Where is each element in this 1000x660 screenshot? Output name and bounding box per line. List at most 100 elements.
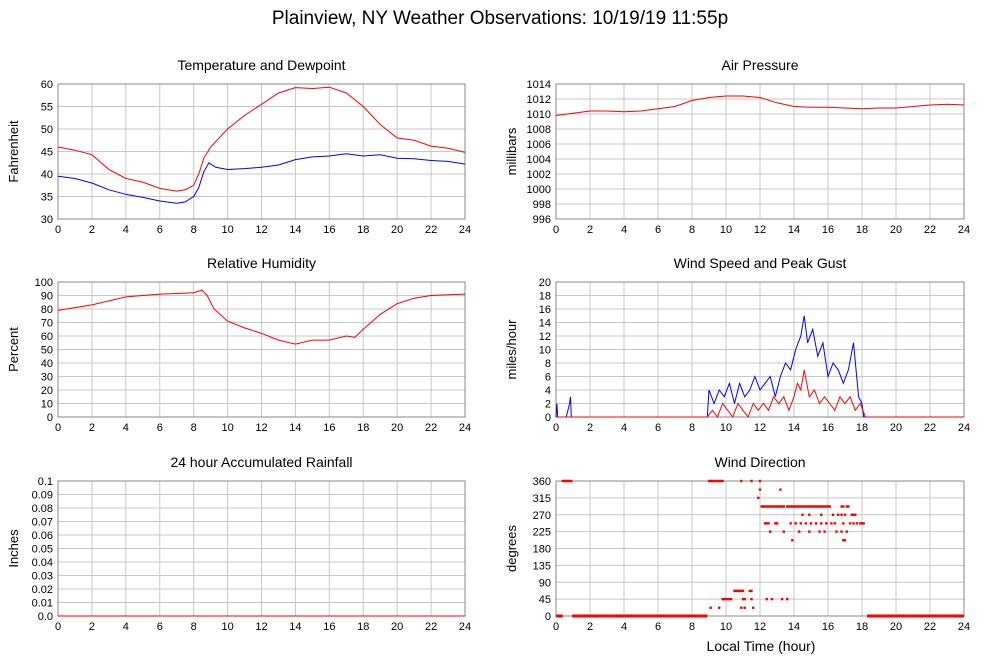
y-tick-label: 10 [539, 345, 551, 357]
x-tick-label: 22 [924, 224, 936, 236]
y-tick-label: 10 [41, 399, 53, 411]
x-tick-label: 20 [391, 621, 403, 633]
chart-title: Relative Humidity [207, 255, 316, 271]
chart-title: Wind Direction [714, 454, 805, 470]
y-axis-label: millibars [504, 127, 519, 175]
data-point [803, 505, 806, 508]
series-line [57, 86, 466, 192]
data-point [859, 522, 862, 525]
data-point [796, 505, 799, 508]
y-tick-label: 14 [539, 318, 551, 330]
y-tick-label: 996 [533, 214, 551, 226]
y-axis-label: Percent [6, 327, 21, 372]
x-tick-label: 8 [191, 621, 197, 633]
data-point [765, 522, 768, 525]
x-tick-label: 16 [323, 621, 335, 633]
data-point [808, 530, 811, 533]
data-point [724, 597, 728, 601]
data-point [711, 479, 714, 483]
data-point [723, 597, 726, 601]
plot-frame [57, 281, 466, 418]
data-point [740, 589, 743, 593]
x-tick-label: 4 [123, 422, 129, 434]
x-tick-label: 2 [89, 422, 95, 434]
data-point [823, 505, 826, 508]
x-tick-label: 12 [754, 422, 766, 434]
data-point [736, 589, 740, 593]
y-tick-label: 80 [41, 304, 53, 316]
data-point [740, 479, 743, 483]
x-tick-label: 18 [856, 422, 868, 434]
plot-frame [555, 281, 965, 418]
y-tick-label: 315 [533, 493, 551, 505]
y-tick-label: 180 [533, 544, 551, 556]
x-tick-label: 16 [822, 224, 834, 236]
y-tick-label: 998 [533, 199, 551, 211]
y-tick-label: 40 [41, 169, 53, 181]
data-point [748, 589, 751, 593]
data-point [743, 597, 746, 601]
x-tick-label: 22 [425, 621, 437, 633]
data-point [848, 522, 852, 525]
data-point [566, 479, 570, 483]
y-tick-label: 135 [533, 560, 551, 572]
x-tick-label: 8 [191, 224, 197, 236]
data-point [787, 505, 791, 508]
x-tick-label: 6 [655, 621, 661, 633]
data-point [716, 479, 719, 483]
x-tick-label: 0 [55, 621, 61, 633]
data-point [728, 597, 731, 601]
data-point [835, 530, 838, 533]
data-point [816, 505, 819, 508]
y-tick-label: 1014 [527, 79, 551, 91]
x-tick-label: 24 [958, 224, 970, 236]
y-tick-label: 30 [41, 214, 53, 226]
x-tick-label: 12 [255, 224, 267, 236]
data-point [726, 597, 729, 601]
series-line [556, 369, 964, 419]
y-axis-label: miles/hour [504, 319, 519, 380]
data-point [721, 597, 724, 601]
x-tick-label: 24 [459, 621, 471, 633]
x-tick-label: 0 [55, 422, 61, 434]
y-tick-label: 20 [41, 385, 53, 397]
data-point [860, 522, 864, 525]
x-tick-label: 18 [357, 621, 369, 633]
data-point [775, 505, 779, 508]
data-point [712, 479, 716, 483]
y-tick-label: 225 [533, 527, 551, 539]
y-tick-label: 50 [41, 345, 53, 357]
x-tick-label: 4 [621, 224, 627, 236]
data-point [561, 479, 564, 483]
data-point [714, 479, 717, 483]
x-tick-label: 10 [720, 422, 732, 434]
x-tick-label: 16 [822, 621, 834, 633]
y-tick-label: 1004 [527, 154, 551, 166]
x-tick-label: 0 [553, 621, 559, 633]
data-point [769, 530, 772, 533]
y-tick-label: 1002 [527, 169, 551, 181]
x-tick-label: 22 [425, 422, 437, 434]
x-tick-label: 8 [689, 621, 695, 633]
y-tick-label: 40 [41, 358, 53, 370]
y-tick-label: 0.02 [32, 584, 53, 596]
data-point [828, 505, 831, 508]
data-point [777, 505, 780, 508]
y-tick-label: 1008 [527, 124, 551, 136]
data-point [779, 505, 782, 508]
data-point [808, 505, 811, 508]
data-point [833, 522, 836, 525]
data-point [750, 597, 753, 601]
data-point [813, 505, 816, 508]
x-tick-label: 6 [157, 621, 163, 633]
data-point [786, 505, 789, 508]
y-tick-label: 20 [539, 277, 551, 289]
data-point [840, 530, 843, 533]
data-point [845, 505, 848, 508]
data-point [735, 589, 738, 593]
y-tick-label: 0 [545, 611, 551, 623]
data-point [843, 539, 847, 542]
data-point [775, 522, 779, 525]
